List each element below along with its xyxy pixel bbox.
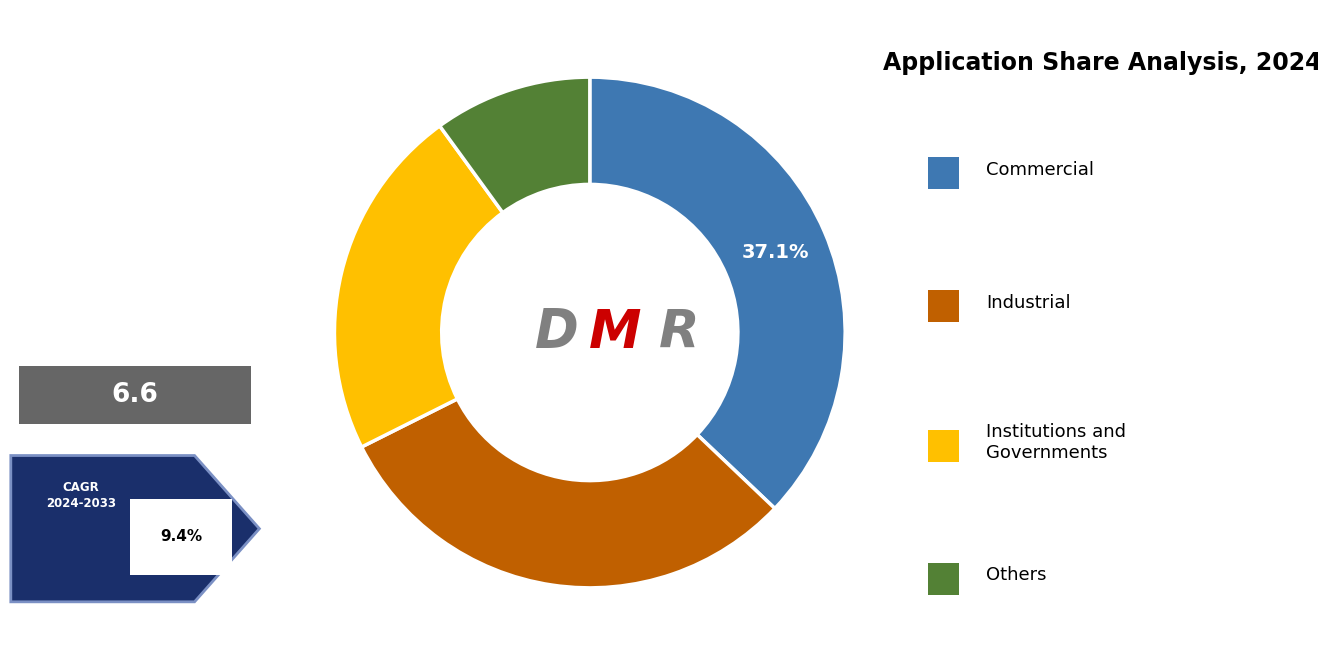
Text: 6.6: 6.6 — [112, 382, 158, 408]
FancyBboxPatch shape — [928, 157, 960, 189]
Wedge shape — [361, 399, 775, 588]
Text: 37.1%: 37.1% — [742, 243, 809, 263]
Text: CAGR
2024-2033: CAGR 2024-2033 — [46, 481, 116, 510]
FancyBboxPatch shape — [129, 499, 232, 575]
Text: Industrial: Industrial — [986, 293, 1070, 312]
Text: Commercial: Commercial — [986, 160, 1094, 179]
FancyBboxPatch shape — [928, 563, 960, 595]
Text: 9.4%: 9.4% — [159, 529, 202, 544]
Text: D: D — [535, 307, 579, 358]
Text: Global Thermal
Containment Market
Size
(USD Billion), 2024: Global Thermal Containment Market Size (… — [55, 271, 215, 347]
Wedge shape — [440, 77, 590, 213]
FancyBboxPatch shape — [928, 290, 960, 322]
Wedge shape — [335, 126, 502, 447]
Text: R: R — [659, 307, 700, 358]
FancyBboxPatch shape — [928, 430, 960, 462]
Text: M: M — [589, 307, 642, 358]
Text: Institutions and
Governments: Institutions and Governments — [986, 423, 1126, 462]
FancyBboxPatch shape — [18, 366, 252, 424]
Polygon shape — [11, 456, 260, 602]
Text: Dimension
Market
Research: Dimension Market Research — [65, 88, 206, 178]
Text: Others: Others — [986, 566, 1046, 585]
Text: Application Share Analysis, 2024: Application Share Analysis, 2024 — [883, 51, 1318, 75]
Wedge shape — [589, 77, 845, 509]
